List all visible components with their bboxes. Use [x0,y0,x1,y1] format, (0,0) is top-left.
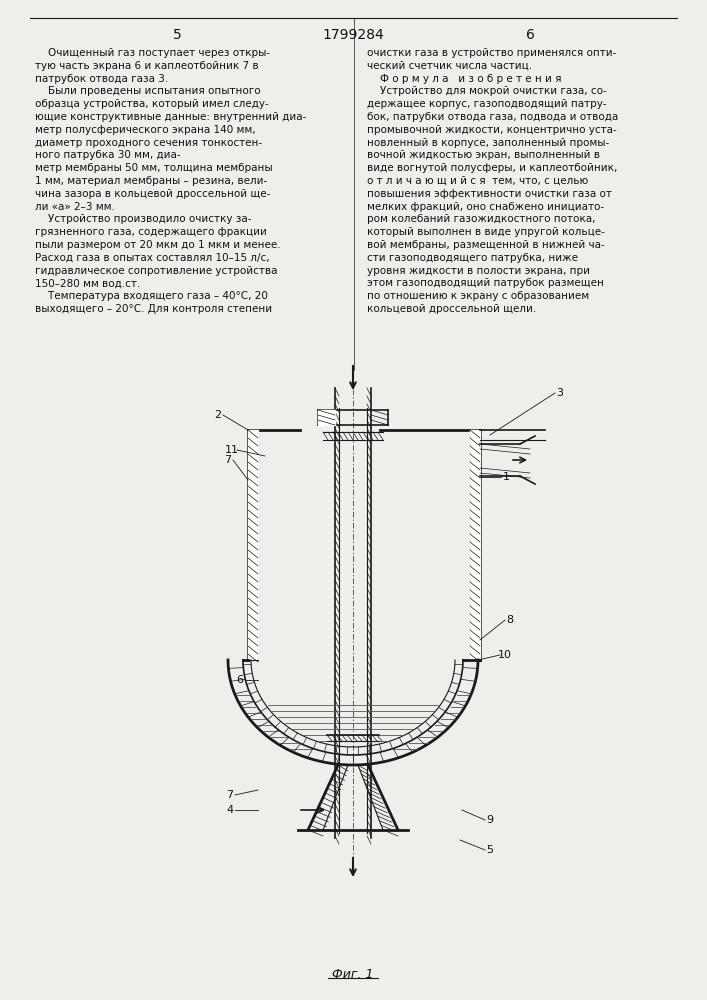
Text: 5: 5 [486,845,493,855]
Text: 8: 8 [506,615,513,625]
Text: 3: 3 [556,388,563,398]
Text: 10: 10 [498,650,512,660]
Text: 11: 11 [225,445,239,455]
Text: Фиг. 1: Фиг. 1 [332,968,374,981]
Text: 1799284: 1799284 [322,28,384,42]
Text: 6: 6 [525,28,534,42]
Text: Очищенный газ поступает через откры-
тую часть экрана 6 и каплеотбойник 7 в
патр: Очищенный газ поступает через откры- тую… [35,48,306,314]
Text: очистки газа в устройство применялся опти-
ческий счетчик числа частиц.
    Ф о : очистки газа в устройство применялся опт… [367,48,618,314]
Text: 5: 5 [173,28,182,42]
Text: 2: 2 [214,410,221,420]
Text: 9: 9 [486,815,493,825]
Text: 7: 7 [224,455,232,465]
Text: 1: 1 [503,472,510,482]
Text: 6: 6 [237,675,243,685]
Text: 4: 4 [226,805,233,815]
Text: 7: 7 [226,790,233,800]
